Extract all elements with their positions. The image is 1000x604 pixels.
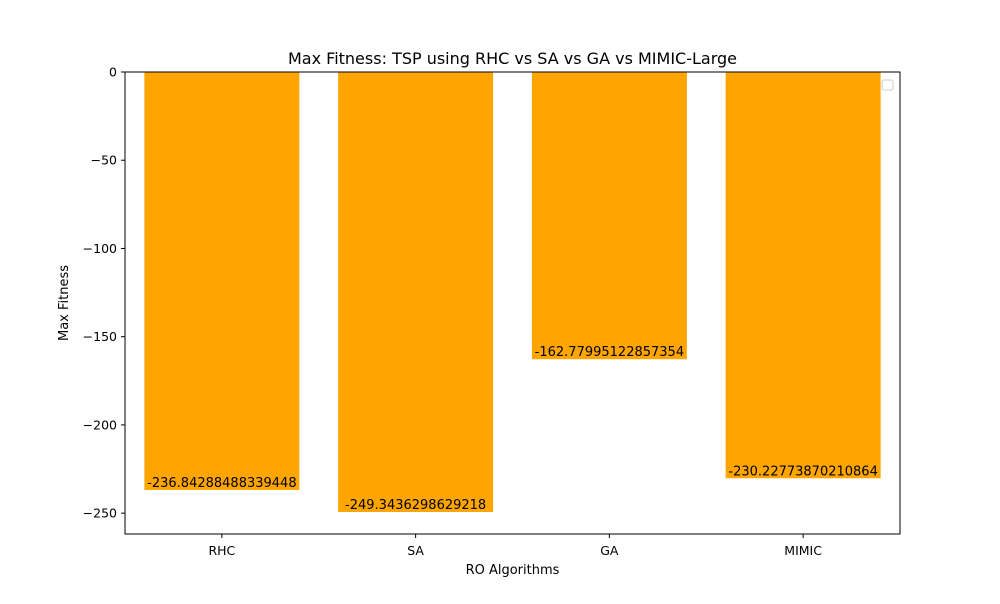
y-axis-label: Max Fitness	[57, 265, 72, 341]
y-tick-label: −250	[83, 506, 117, 521]
plot-area-frame	[124, 71, 901, 535]
y-tick-label: −50	[91, 153, 117, 168]
data-label-ga: -162.77995122857354	[535, 345, 684, 360]
bar-mimic	[725, 72, 881, 479]
y-tick-label: 0	[109, 65, 117, 80]
x-tick-label-mimic: MIMIC	[784, 543, 822, 558]
bar-ga	[531, 72, 687, 360]
ticks-layer: RHC SA GA MIMIC 0 −50 −100 −150 −200 −250	[83, 65, 823, 559]
data-label-rhc: -236.84288488339448	[147, 476, 296, 491]
x-tick-label-ga: GA	[600, 543, 619, 558]
x-tick-label-rhc: RHC	[208, 543, 235, 558]
y-tick-label: −100	[83, 241, 117, 256]
y-tick-label: −200	[83, 417, 117, 432]
bars-layer	[144, 72, 881, 512]
bar-rhc	[144, 72, 300, 490]
bar-sa	[338, 72, 494, 512]
x-axis-label: RO Algorithms	[466, 563, 560, 578]
chart-title: Max Fitness: TSP using RHC vs SA vs GA v…	[288, 49, 737, 68]
data-label-sa: -249.3436298629218	[345, 498, 486, 513]
legend-box	[881, 79, 894, 91]
y-tick-label: −150	[83, 329, 117, 344]
data-label-mimic: -230.22773870210864	[728, 464, 877, 479]
data-labels-layer: -236.84288488339448 -249.3436298629218 -16…	[147, 345, 878, 513]
x-tick-label-sa: SA	[407, 543, 424, 558]
